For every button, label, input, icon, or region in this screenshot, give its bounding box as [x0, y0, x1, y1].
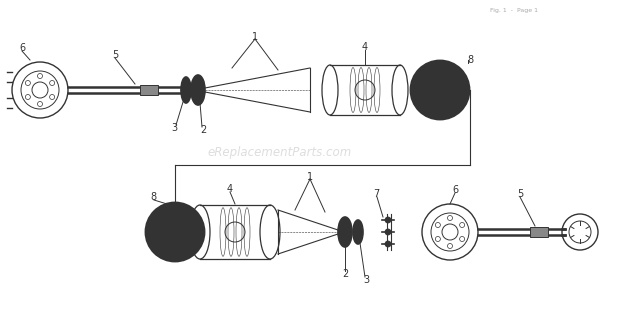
Text: 8: 8	[150, 192, 156, 202]
Text: 1: 1	[307, 172, 313, 182]
Text: 8: 8	[467, 55, 473, 65]
Circle shape	[147, 204, 203, 260]
Text: 6: 6	[19, 43, 25, 53]
Circle shape	[412, 62, 468, 118]
Ellipse shape	[194, 80, 202, 100]
Text: 3: 3	[363, 275, 369, 285]
Bar	[530, 227, 548, 237]
Ellipse shape	[191, 75, 205, 105]
Text: 2: 2	[200, 125, 206, 135]
Ellipse shape	[341, 222, 349, 242]
Circle shape	[420, 70, 460, 110]
Circle shape	[385, 217, 391, 223]
Ellipse shape	[353, 220, 363, 244]
Text: 1: 1	[252, 32, 258, 42]
Text: 2: 2	[342, 269, 348, 279]
Text: 6: 6	[452, 185, 458, 195]
Text: eReplacementParts.com: eReplacementParts.com	[208, 146, 352, 158]
Ellipse shape	[338, 217, 352, 247]
Text: 4: 4	[362, 42, 368, 52]
Bar	[140, 85, 158, 95]
Text: 7: 7	[373, 189, 379, 199]
Text: 3: 3	[171, 123, 177, 133]
Circle shape	[155, 212, 195, 252]
Circle shape	[385, 229, 391, 235]
Text: 5: 5	[517, 189, 523, 199]
Text: Fig. 1  -  Page 1: Fig. 1 - Page 1	[490, 8, 538, 13]
Circle shape	[385, 241, 391, 247]
Text: 5: 5	[112, 50, 118, 60]
Text: 4: 4	[227, 184, 233, 194]
Ellipse shape	[181, 77, 191, 103]
